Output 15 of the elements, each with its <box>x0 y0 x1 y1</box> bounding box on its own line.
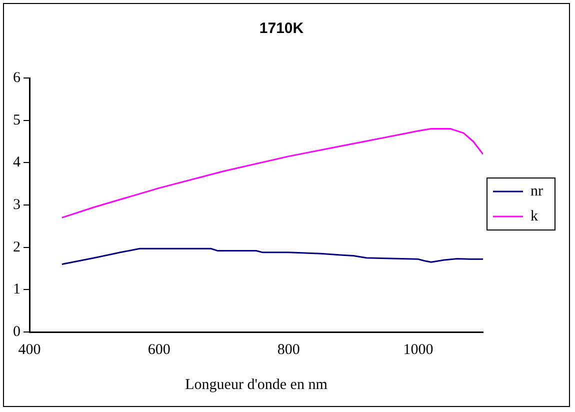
legend-label: k <box>530 208 539 224</box>
y-tick-label: 0 <box>13 324 20 340</box>
y-tick-label: 3 <box>13 196 20 213</box>
x-axis-title: Longueur d'onde en nm <box>185 376 328 393</box>
legend-label: nr <box>530 183 544 200</box>
x-tick-label: 600 <box>148 342 170 358</box>
y-tick-label: 1 <box>13 282 20 298</box>
x-tick-label: 800 <box>277 342 300 358</box>
x-tick-label: 1000 <box>403 342 434 358</box>
y-tick-label: 5 <box>13 112 20 128</box>
y-tick-label: 2 <box>13 239 20 256</box>
chart-title: 1710K <box>259 20 304 38</box>
x-tick-label: 400 <box>18 342 41 358</box>
y-tick-label: 4 <box>13 154 21 171</box>
y-tick-label: 6 <box>13 70 21 86</box>
